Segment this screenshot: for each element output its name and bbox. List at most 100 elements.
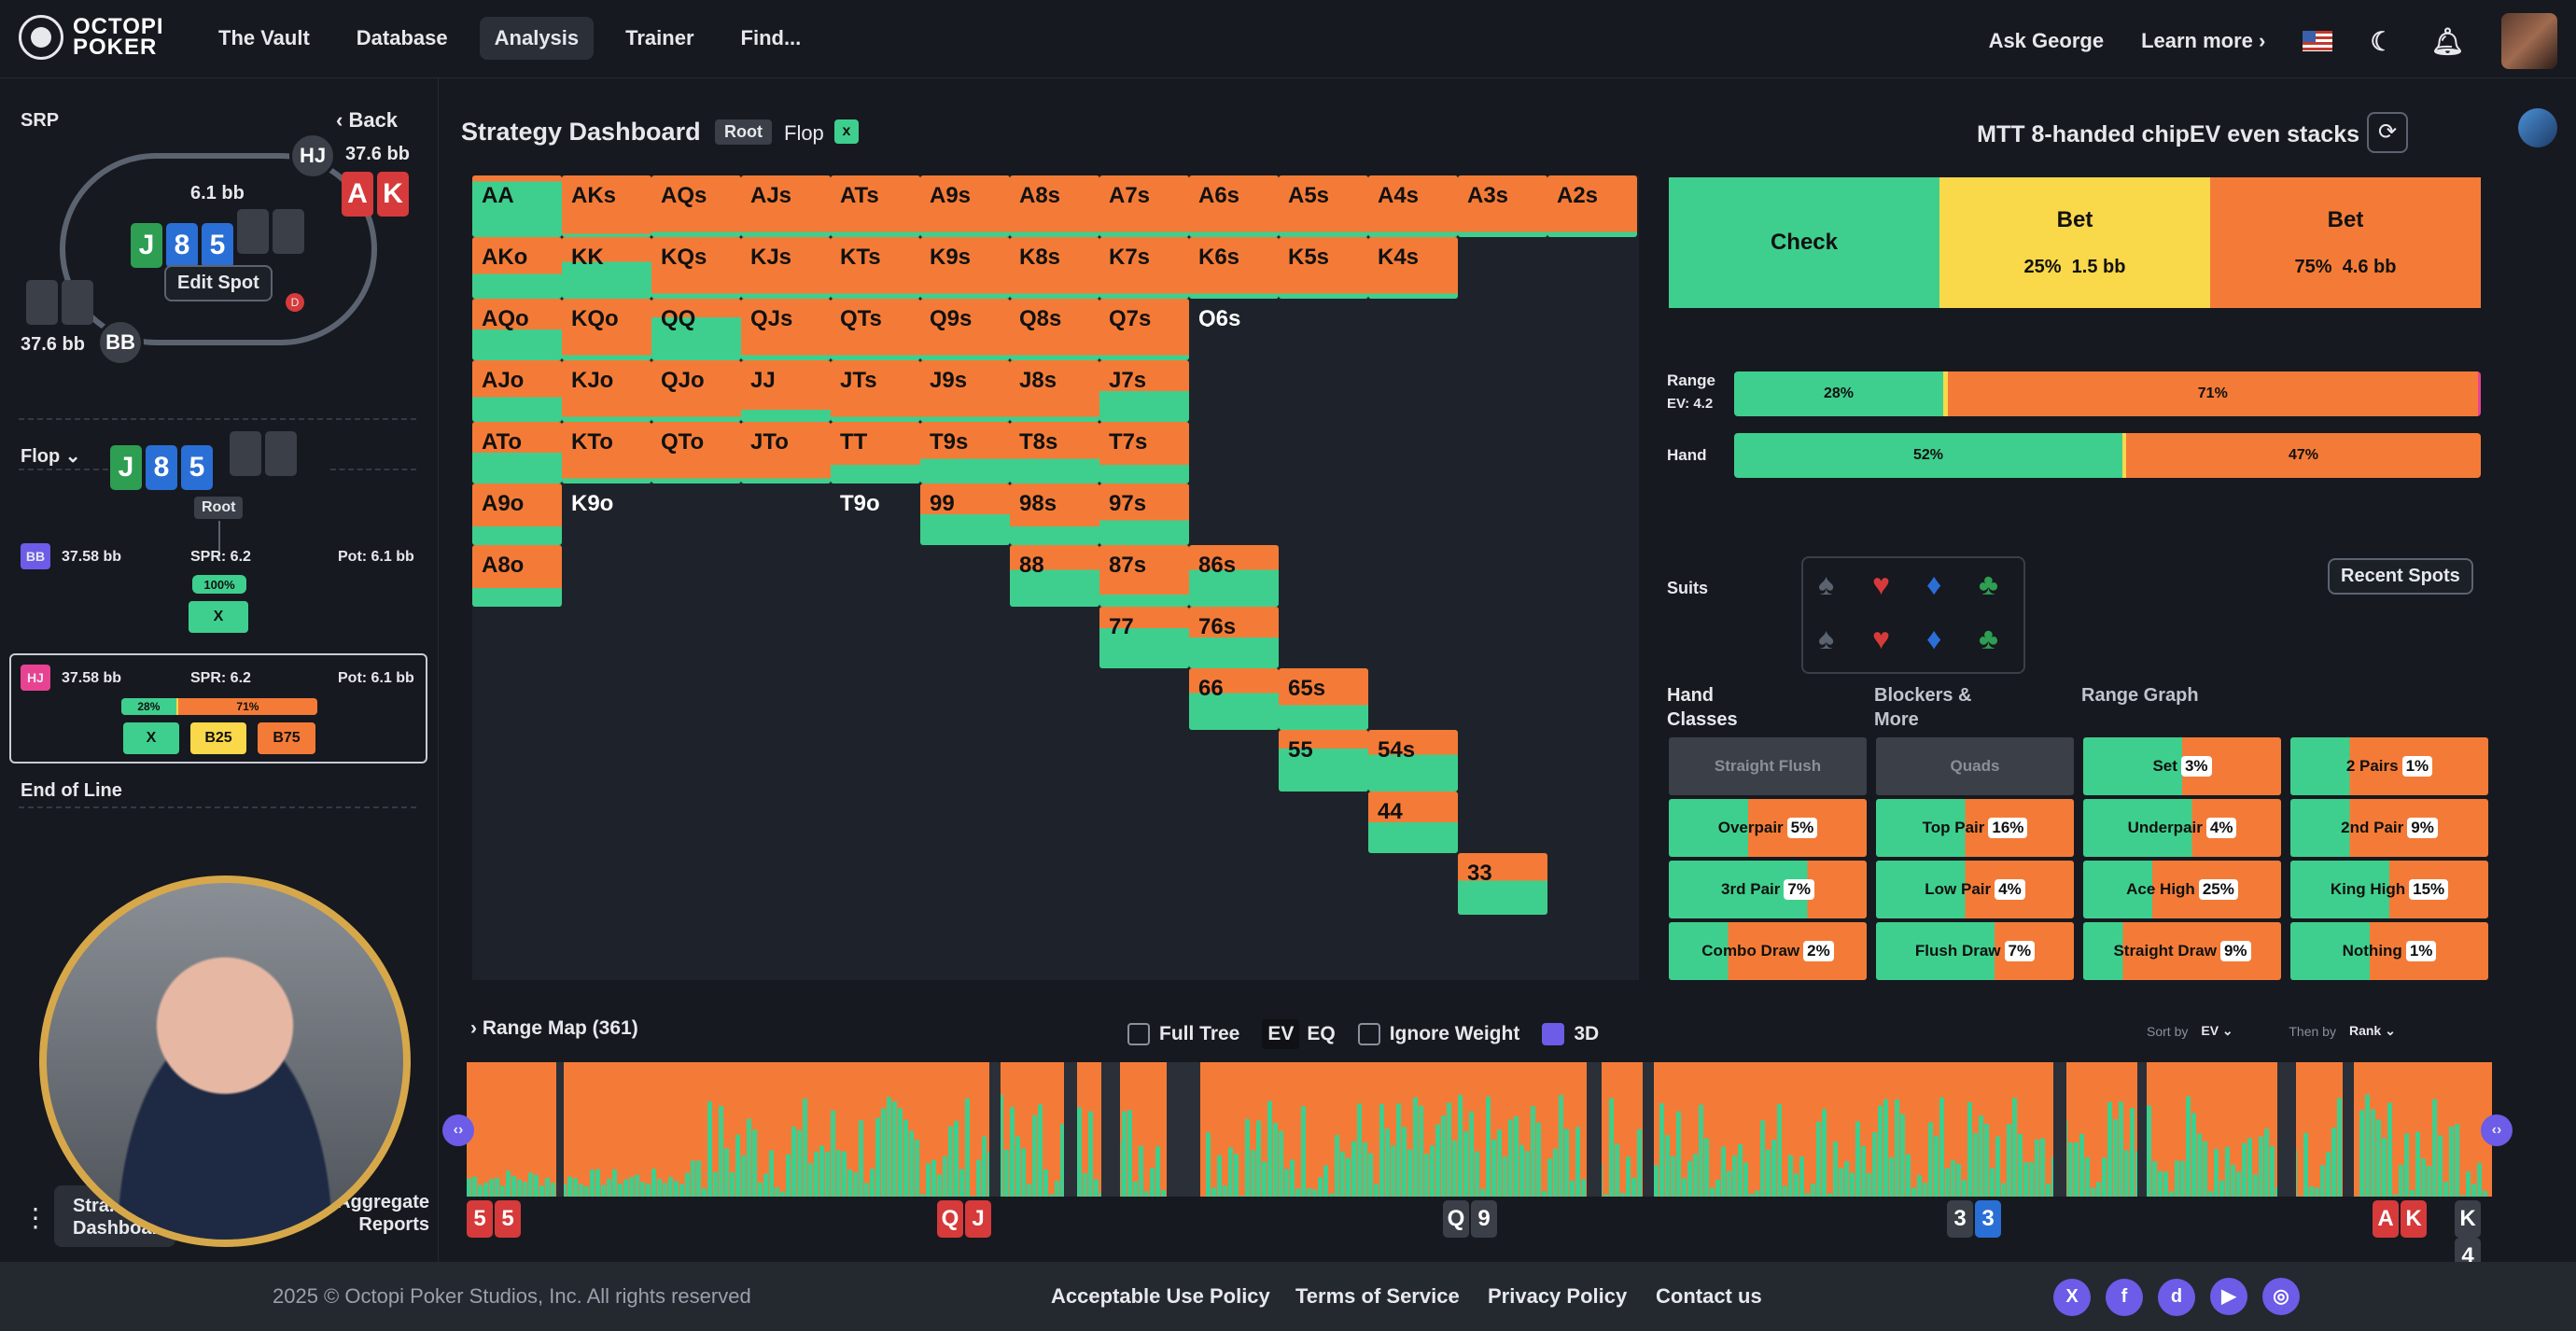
sort-by-select[interactable]: EV ⌄ — [2201, 1023, 2233, 1038]
hand-cell[interactable]: A7s — [1099, 175, 1189, 237]
hand-cell[interactable]: QTo — [651, 422, 741, 483]
hand-cell[interactable]: KJs — [741, 237, 831, 299]
octopi-logo[interactable]: OCTOPI POKER — [19, 15, 164, 60]
bb-check-action[interactable]: X — [187, 599, 250, 635]
hand-cell[interactable]: 54s — [1368, 730, 1458, 792]
hand-cell[interactable]: KQs — [651, 237, 741, 299]
hand-cell[interactable]: 98s — [1010, 483, 1099, 545]
bell-icon[interactable]: 🔔︎ — [2430, 26, 2464, 56]
hand-cell[interactable]: AQs — [651, 175, 741, 237]
hand-cell[interactable]: AKo — [472, 237, 562, 299]
terms-link[interactable]: Terms of Service — [1295, 1284, 1460, 1308]
hand-cell[interactable]: AJs — [741, 175, 831, 237]
club-icon[interactable]: ♣ — [1979, 567, 1998, 601]
hand-class-straight-flush[interactable]: Straight Flush — [1669, 737, 1867, 795]
aggregate-reports-tab[interactable]: Aggregate Reports — [337, 1192, 429, 1235]
flop-breadcrumb[interactable]: Flop — [784, 121, 824, 145]
coach-avatar[interactable] — [2518, 108, 2557, 147]
hand-cell[interactable]: Q8s — [1010, 299, 1099, 360]
refresh-icon[interactable]: ⟳ — [2367, 112, 2408, 153]
range-map-toggle[interactable]: › Range Map (361) — [470, 1017, 638, 1040]
hand-class-ace-high[interactable]: Ace High 25% — [2083, 861, 2281, 918]
hand-cell[interactable]: K7s — [1099, 237, 1189, 299]
privacy-link[interactable]: Privacy Policy — [1488, 1284, 1628, 1308]
hand-class-low-pair[interactable]: Low Pair 4% — [1876, 861, 2074, 918]
moon-icon[interactable]: ☾ — [2370, 26, 2394, 56]
club-icon[interactable]: ♣ — [1979, 622, 1998, 655]
hj-bet25-action[interactable]: B25 — [189, 721, 248, 756]
hand-cell[interactable]: T7s — [1099, 422, 1189, 483]
heart-icon[interactable]: ♥ — [1872, 567, 1890, 601]
bet75-action-summary[interactable]: Bet 75% 4.6 bb — [2210, 177, 2481, 308]
bet25-action-summary[interactable]: Bet 25% 1.5 bb — [1939, 177, 2210, 308]
hand-cell[interactable]: JTo — [741, 422, 831, 483]
eq-toggle[interactable]: EQ — [1307, 1023, 1336, 1044]
range-map-chart[interactable] — [467, 1062, 2492, 1197]
diamond-icon[interactable]: ♦ — [1926, 567, 1942, 601]
hj-node-card[interactable]: HJ 37.58 bb SPR: 6.2 Pot: 6.1 bb 28% 71% … — [9, 653, 427, 764]
seat-bb[interactable]: BB — [97, 319, 144, 366]
facebook-icon[interactable]: f — [2106, 1278, 2143, 1316]
hand-cell[interactable]: AQo — [472, 299, 562, 360]
hand-cell[interactable]: K5s — [1279, 237, 1368, 299]
hand-cell[interactable]: 88 — [1010, 545, 1099, 607]
hand-cell[interactable]: A8o — [472, 545, 562, 607]
hand-cell[interactable]: A9o — [472, 483, 562, 545]
hand-class-nothing[interactable]: Nothing 1% — [2290, 922, 2488, 980]
hand-class-3rd-pair[interactable]: 3rd Pair 7% — [1669, 861, 1867, 918]
acceptable-use-link[interactable]: Acceptable Use Policy — [1051, 1284, 1270, 1308]
tab-blockers[interactable]: Blockers & More — [1874, 685, 1972, 730]
hand-class-overpair[interactable]: Overpair 5% — [1669, 799, 1867, 857]
scroll-left-icon[interactable]: ‹› — [442, 1114, 474, 1146]
nav-find[interactable]: Find... — [740, 26, 802, 49]
more-vertical-icon[interactable]: ⋮ — [22, 1203, 49, 1232]
hand-cell[interactable]: J9s — [920, 360, 1010, 422]
hand-cell[interactable]: 97s — [1099, 483, 1189, 545]
hand-cell[interactable]: A6s — [1189, 175, 1279, 237]
hand-cell[interactable]: T8s — [1010, 422, 1099, 483]
hand-cell[interactable]: QJs — [741, 299, 831, 360]
hj-bet75-action[interactable]: B75 — [256, 721, 317, 756]
hand-cell[interactable]: AJo — [472, 360, 562, 422]
hand-cell[interactable]: 66 — [1189, 668, 1279, 730]
hand-cell[interactable]: KJo — [562, 360, 651, 422]
seat-hj[interactable]: HJ — [289, 133, 336, 179]
hand-cell[interactable]: 44 — [1368, 792, 1458, 853]
hand-cell[interactable]: QQ — [651, 299, 741, 360]
nav-database[interactable]: Database — [356, 26, 448, 49]
hand-cell[interactable]: A5s — [1279, 175, 1368, 237]
hand-cell[interactable]: Q9s — [920, 299, 1010, 360]
discord-icon[interactable]: d — [2158, 1278, 2195, 1316]
nav-analysis[interactable]: Analysis — [479, 17, 595, 60]
hand-cell[interactable]: K4s — [1368, 237, 1458, 299]
hj-check-action[interactable]: X — [121, 721, 181, 756]
hand-class-underpair[interactable]: Underpair 4% — [2083, 799, 2281, 857]
heart-icon[interactable]: ♥ — [1872, 622, 1890, 655]
hand-cell[interactable]: 65s — [1279, 668, 1368, 730]
spade-icon[interactable]: ♠ — [1818, 622, 1834, 655]
ignore-weight-checkbox[interactable]: Ignore Weight — [1357, 1023, 1519, 1046]
hand-cell[interactable]: K6s — [1189, 237, 1279, 299]
hand-cell[interactable]: Q7s — [1099, 299, 1189, 360]
hand-cell[interactable]: AA — [472, 175, 562, 237]
edit-spot-button[interactable]: Edit Spot — [164, 265, 273, 301]
hand-cell[interactable]: QTs — [831, 299, 920, 360]
nav-the-vault[interactable]: The Vault — [218, 26, 310, 49]
hand-cell[interactable]: KTo — [562, 422, 651, 483]
diamond-icon[interactable]: ♦ — [1926, 622, 1942, 655]
hand-cell[interactable]: A2s — [1547, 175, 1637, 237]
user-avatar[interactable] — [2501, 13, 2557, 69]
learn-more-link[interactable]: Learn more › — [2141, 29, 2265, 53]
full-tree-checkbox[interactable]: Full Tree — [1127, 1023, 1239, 1046]
ev-toggle[interactable]: EV — [1262, 1019, 1300, 1049]
hand-cell[interactable]: T9o — [840, 491, 880, 511]
hand-cell[interactable]: J8s — [1010, 360, 1099, 422]
hand-cell[interactable]: TT — [831, 422, 920, 483]
hand-class-2-pairs[interactable]: 2 Pairs 1% — [2290, 737, 2488, 795]
recent-spots-button[interactable]: Recent Spots — [2328, 558, 2473, 595]
root-badge[interactable]: Root — [715, 119, 772, 145]
root-node[interactable]: Root — [194, 497, 244, 519]
contact-link[interactable]: Contact us — [1656, 1284, 1762, 1308]
